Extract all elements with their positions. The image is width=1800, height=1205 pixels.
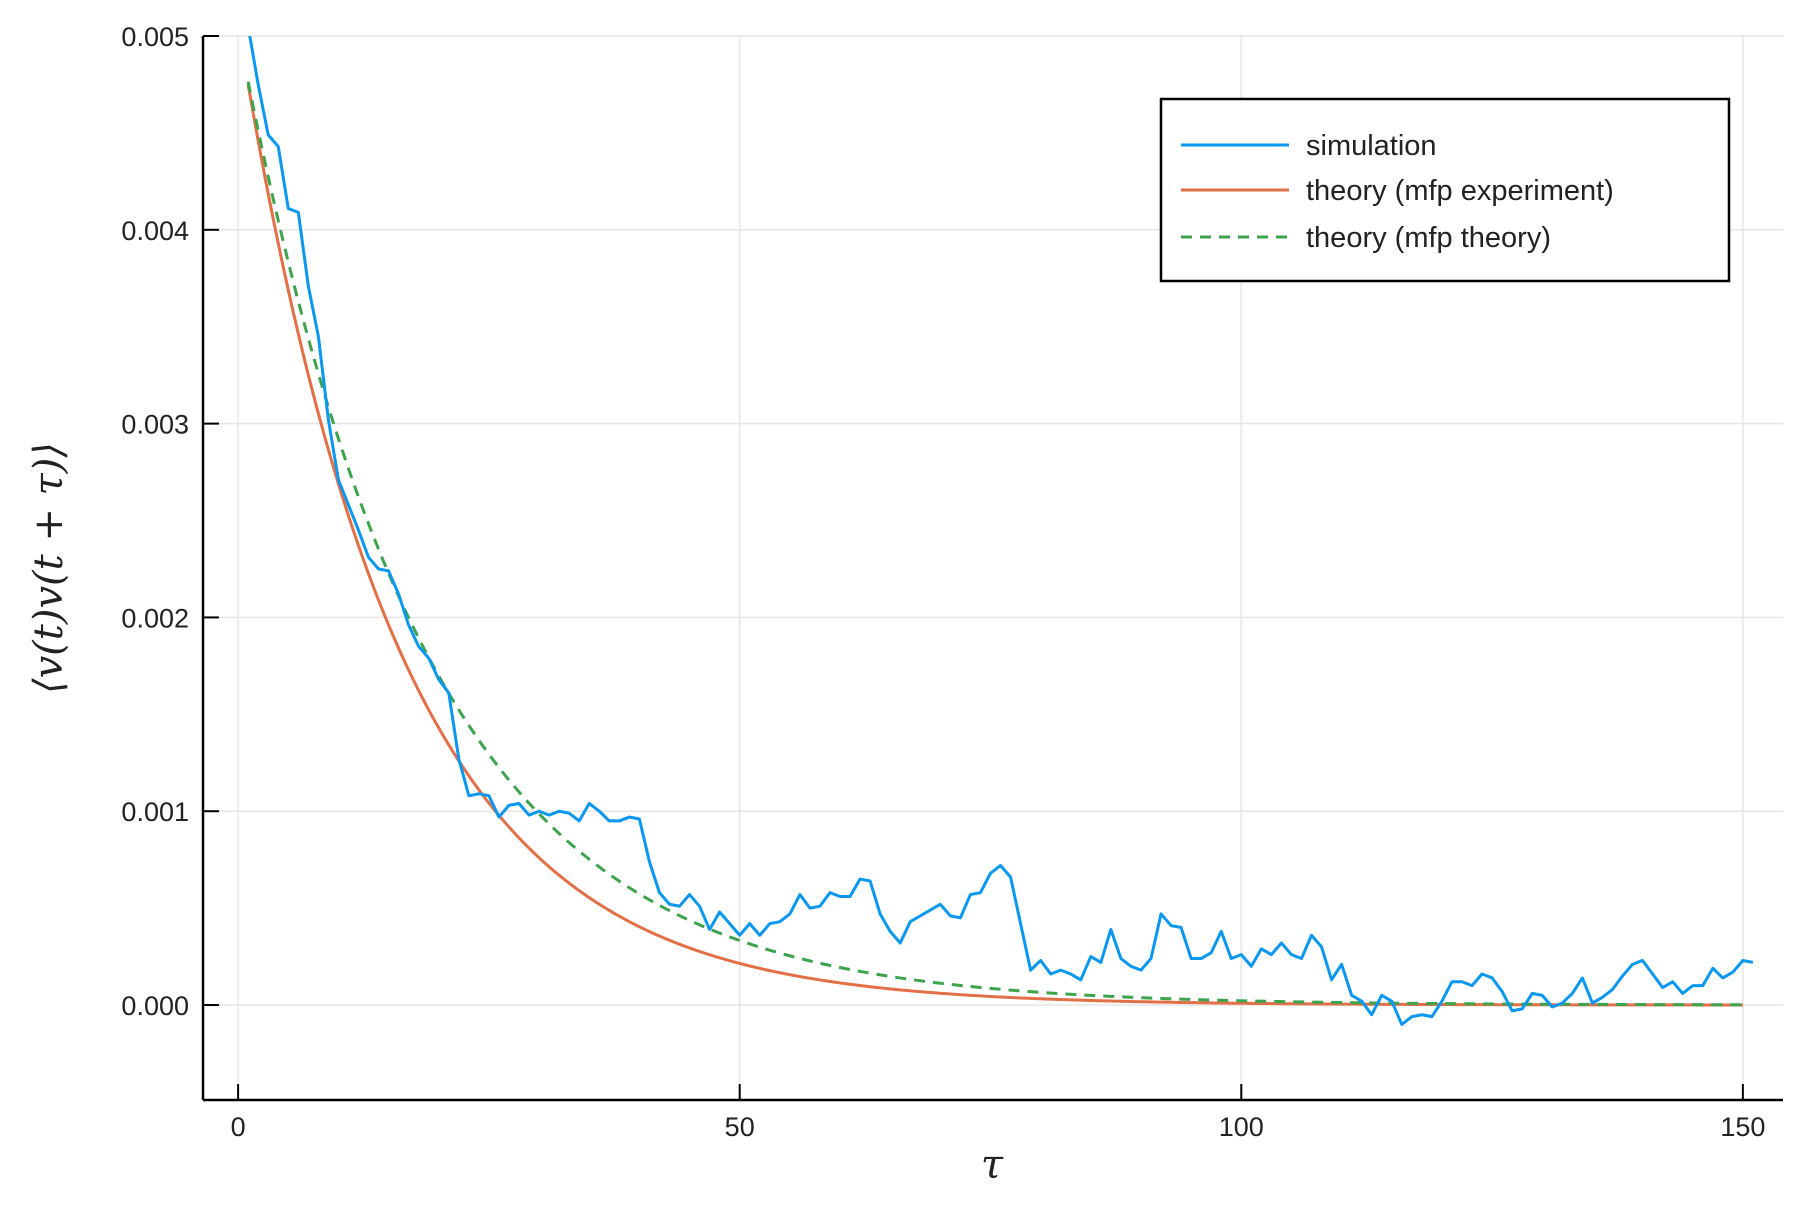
series-layer: [246, 36, 1754, 1026]
y-tick-label: 0.004: [121, 216, 189, 246]
legend-label-theory-mfp-experiment: theory (mfp experiment): [1306, 175, 1614, 207]
series-line-theory-mfp-theory: [246, 81, 1743, 1007]
ticks: 0 50 100 150 0.000 0.001 0.002 0.003 0.004 0.005: [121, 22, 1765, 1142]
y-tick-label: 0.003: [121, 410, 189, 440]
x-tick-label: 150: [1720, 1112, 1765, 1142]
y-tick-label: 0.002: [121, 603, 189, 633]
y-tick-label: 0.000: [121, 991, 189, 1021]
x-tick-label: 100: [1219, 1112, 1264, 1142]
legend-label-theory-mfp-theory: theory (mfp theory): [1306, 222, 1551, 254]
y-tick-label: 0.001: [121, 797, 189, 827]
x-tick-label: 50: [725, 1112, 755, 1142]
axes: [201, 36, 1783, 1102]
series-line-simulation: [248, 36, 1754, 1026]
legend: simulation theory (mfp experiment) theor…: [1159, 97, 1731, 283]
x-axis-title: τ: [981, 1142, 1004, 1188]
x-tick-label: 0: [231, 1112, 246, 1142]
legend-label-simulation: simulation: [1306, 130, 1437, 162]
y-tick-label: 0.005: [121, 22, 189, 52]
y-axis-title: ⟨v(t)v(t + τ)⟩: [26, 442, 72, 694]
